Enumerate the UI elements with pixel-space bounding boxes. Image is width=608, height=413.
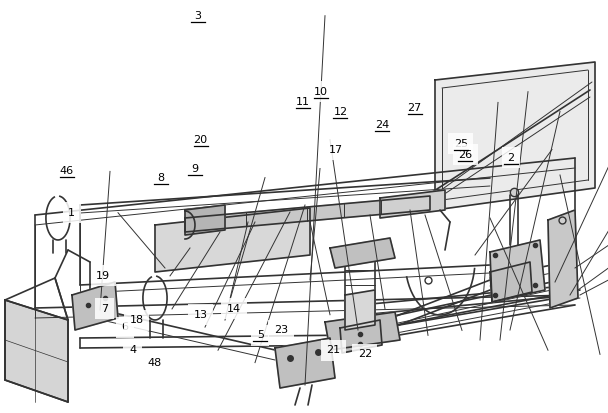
Polygon shape bbox=[490, 262, 532, 302]
Text: 17: 17 bbox=[328, 145, 343, 154]
Polygon shape bbox=[155, 208, 310, 272]
Text: 27: 27 bbox=[407, 103, 422, 113]
Text: 6: 6 bbox=[121, 322, 128, 332]
Text: 3: 3 bbox=[194, 11, 201, 21]
Text: 14: 14 bbox=[227, 304, 241, 314]
Text: 10: 10 bbox=[314, 87, 328, 97]
Polygon shape bbox=[275, 338, 335, 388]
Text: 25: 25 bbox=[454, 139, 468, 149]
Text: 23: 23 bbox=[274, 325, 288, 335]
Text: 26: 26 bbox=[458, 150, 472, 160]
Text: 8: 8 bbox=[157, 173, 165, 183]
Text: 9: 9 bbox=[191, 164, 198, 173]
Polygon shape bbox=[345, 290, 375, 330]
Polygon shape bbox=[325, 312, 400, 350]
Polygon shape bbox=[380, 190, 445, 218]
Text: 48: 48 bbox=[148, 358, 162, 368]
Text: 24: 24 bbox=[375, 120, 389, 130]
Text: 7: 7 bbox=[101, 304, 108, 314]
Text: 5: 5 bbox=[257, 330, 264, 340]
Text: 4: 4 bbox=[129, 345, 136, 355]
Text: 2: 2 bbox=[507, 153, 514, 163]
Polygon shape bbox=[340, 320, 382, 353]
Text: 19: 19 bbox=[96, 271, 111, 281]
Text: 21: 21 bbox=[326, 345, 340, 355]
Text: 1: 1 bbox=[68, 208, 75, 218]
Text: 18: 18 bbox=[130, 315, 144, 325]
Polygon shape bbox=[490, 240, 545, 302]
Text: 11: 11 bbox=[295, 97, 310, 107]
Text: 20: 20 bbox=[193, 135, 208, 145]
Polygon shape bbox=[548, 210, 578, 308]
Text: 22: 22 bbox=[358, 349, 372, 359]
Polygon shape bbox=[185, 205, 225, 235]
Polygon shape bbox=[5, 300, 68, 402]
Polygon shape bbox=[72, 282, 118, 330]
Text: 46: 46 bbox=[60, 166, 74, 176]
Polygon shape bbox=[435, 62, 595, 210]
Polygon shape bbox=[330, 238, 395, 268]
Text: 13: 13 bbox=[193, 310, 208, 320]
Text: 12: 12 bbox=[333, 107, 348, 116]
Polygon shape bbox=[185, 196, 430, 232]
